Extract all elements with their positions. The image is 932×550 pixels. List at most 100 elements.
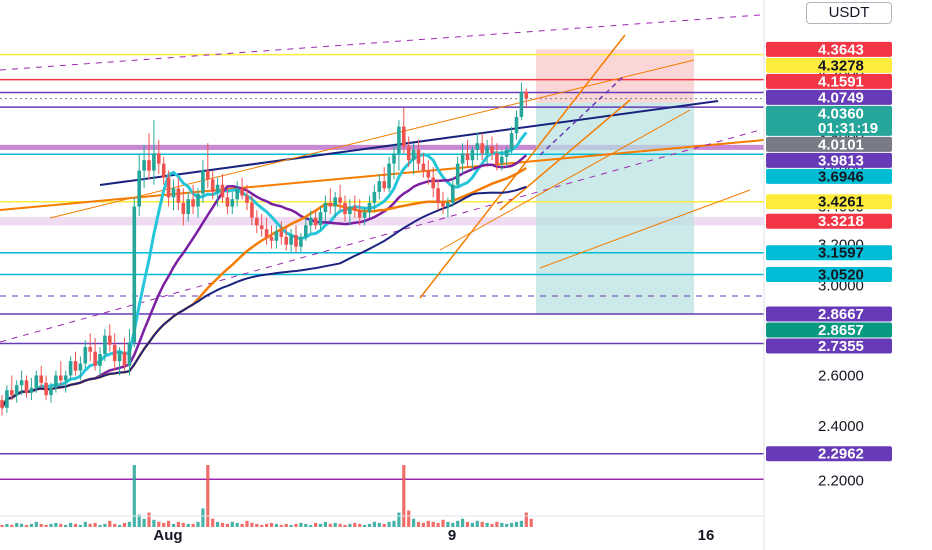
price-label-box-0: [766, 41, 892, 57]
volume-bar-94: [461, 518, 465, 527]
volume-bar-96: [470, 522, 474, 527]
candle-body-56: [274, 231, 279, 241]
volume-bar-106: [519, 520, 523, 527]
currency-unit-button[interactable]: USDT: [806, 2, 892, 24]
volume-bar-64: [314, 522, 318, 527]
candle-body-86: [421, 163, 426, 171]
candle-body-83: [406, 146, 411, 161]
candle-body-6: [29, 387, 34, 393]
volume-bar-32: [157, 521, 161, 527]
volume-bar-73: [358, 523, 362, 527]
price-label-box-15: [766, 446, 892, 462]
candle-body-22: [108, 335, 112, 345]
volume-bar-70: [343, 524, 347, 527]
trend-line-8: [539, 189, 751, 269]
price-label-4: 4.0360: [818, 105, 864, 122]
price-label-box-9: [766, 213, 892, 229]
volume-bar-90: [441, 519, 445, 527]
volume-bar-62: [304, 523, 308, 527]
volume-bar-43: [211, 518, 215, 527]
price-label-box-6: [766, 152, 892, 168]
position-reward-zone: [536, 102, 694, 314]
price-label-countdown-4: 01:31:19: [818, 120, 878, 137]
candle-body-73: [357, 210, 362, 218]
trend-line-3: [49, 59, 695, 219]
candle-body-30: [147, 160, 151, 171]
candle-body-85: [416, 149, 421, 164]
candle-body-105: [514, 116, 519, 134]
volume-bar-50: [245, 520, 249, 527]
price-label-9: 3.3218: [818, 213, 864, 230]
volume-bar-20: [98, 524, 102, 527]
candle-body-49: [240, 188, 244, 196]
price-label-box-10: [766, 245, 892, 261]
candle-body-71: [348, 206, 352, 215]
time-tick-2: 16: [698, 527, 715, 544]
candle-body-51: [250, 202, 254, 218]
volume-bar-55: [269, 522, 274, 527]
price-label-box-8: [766, 194, 892, 210]
trend-line-9: [499, 99, 631, 211]
candle-body-48: [235, 188, 239, 200]
candle-body-67: [328, 202, 333, 207]
volume-bar-100: [490, 523, 494, 527]
price-label-7: 3.6946: [818, 168, 864, 185]
trend-line-7: [439, 109, 691, 251]
volume-bar-29: [142, 518, 146, 527]
price-label-6: 3.9813: [818, 152, 864, 169]
price-label-11: 3.0520: [818, 267, 864, 284]
candle-body-107: [524, 91, 529, 99]
candle-body-88: [431, 177, 435, 189]
candle-body-8: [39, 375, 43, 383]
candle-body-72: [353, 206, 357, 211]
price-label-box-1: [766, 57, 892, 73]
candle-body-54: [264, 229, 269, 237]
candle-body-4: [19, 380, 24, 386]
volume-bar-39: [191, 523, 195, 527]
volume-bar-10: [49, 523, 53, 527]
short-position-tool[interactable]: [536, 49, 694, 314]
price-label-12: 2.8667: [818, 306, 864, 323]
volume-bar-12: [59, 523, 63, 527]
volume-bar-75: [367, 523, 372, 527]
price-label-2: 4.1591: [818, 73, 864, 90]
candle-body-63: [308, 217, 313, 226]
candle-body-61: [299, 236, 303, 247]
volume-bar-8: [39, 523, 43, 527]
candle-body-66: [323, 202, 328, 213]
candle-body-26: [127, 342, 132, 366]
candle-body-70: [343, 202, 347, 215]
candle-body-42: [206, 170, 210, 180]
volume-bar-71: [348, 523, 352, 527]
volume-bar-40: [196, 521, 200, 527]
price-label-0: 4.3643: [818, 41, 864, 58]
candle-body-87: [426, 170, 431, 178]
candle-body-65: [318, 212, 323, 226]
volume-bar-102: [500, 522, 504, 527]
candle-body-17: [83, 347, 88, 364]
candle-body-16: [78, 363, 83, 371]
volume-bar-17: [83, 521, 87, 527]
candle-body-29: [142, 160, 146, 171]
candle-body-37: [181, 202, 186, 215]
volume-bar-18: [88, 523, 92, 527]
price-label-15: 2.2962: [818, 446, 864, 463]
price-label-box-3: [766, 89, 892, 105]
volume-bar-107: [524, 512, 528, 527]
price-label-10: 3.1597: [818, 245, 864, 262]
candle-body-39: [191, 199, 195, 207]
candle-body-12: [59, 375, 63, 381]
volume-bar-33: [162, 522, 166, 527]
candle-body-98: [480, 143, 484, 154]
volume-bar-104: [510, 522, 514, 527]
volume-bar-72: [353, 522, 357, 527]
volume-bar-80: [392, 520, 396, 527]
volume-bar-37: [181, 522, 185, 527]
candle-body-27: [132, 206, 137, 343]
candle-body-21: [103, 335, 107, 355]
candle-body-92: [451, 184, 455, 203]
volume-bar-34: [167, 520, 171, 527]
volume-bar-44: [216, 521, 220, 527]
candle-body-1: [5, 390, 9, 408]
